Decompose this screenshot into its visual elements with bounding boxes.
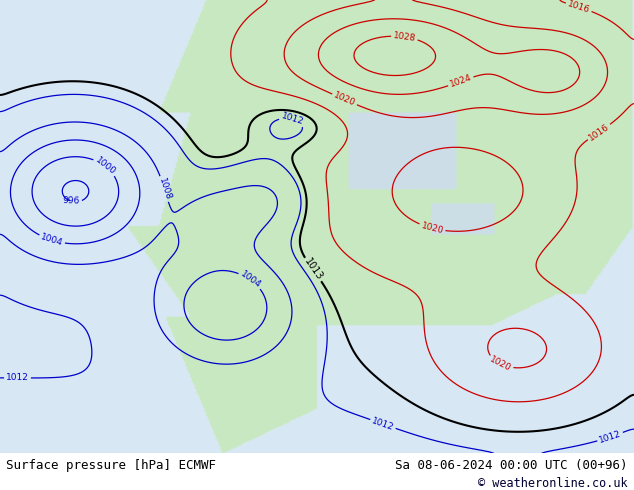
Text: 1008: 1008	[157, 177, 172, 201]
Text: Sa 08-06-2024 00:00 UTC (00+96): Sa 08-06-2024 00:00 UTC (00+96)	[395, 459, 628, 471]
Text: 1000: 1000	[93, 156, 117, 177]
Text: 1004: 1004	[238, 270, 262, 290]
Text: 1012: 1012	[598, 429, 623, 445]
Text: 1020: 1020	[420, 221, 444, 235]
Text: 1004: 1004	[39, 232, 64, 248]
Text: 1016: 1016	[566, 0, 591, 15]
Text: 1020: 1020	[332, 91, 357, 108]
Text: 1016: 1016	[587, 122, 611, 142]
Text: 996: 996	[63, 196, 81, 206]
Text: 1024: 1024	[449, 74, 473, 89]
Text: 1028: 1028	[392, 31, 417, 43]
Text: Surface pressure [hPa] ECMWF: Surface pressure [hPa] ECMWF	[6, 459, 216, 471]
Text: 1012: 1012	[280, 112, 304, 127]
Text: © weatheronline.co.uk: © weatheronline.co.uk	[478, 477, 628, 490]
Text: 1013: 1013	[302, 257, 324, 283]
Text: 1012: 1012	[371, 416, 395, 432]
Text: 1012: 1012	[6, 373, 29, 383]
Text: 1020: 1020	[488, 355, 513, 373]
